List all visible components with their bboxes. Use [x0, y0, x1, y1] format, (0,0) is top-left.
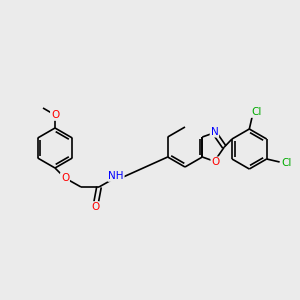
Text: O: O	[91, 202, 99, 212]
Text: O: O	[61, 173, 69, 183]
Text: N: N	[211, 127, 218, 137]
Text: O: O	[211, 157, 220, 167]
Text: O: O	[51, 110, 59, 120]
Text: Cl: Cl	[251, 107, 262, 117]
Text: NH: NH	[108, 171, 124, 181]
Text: Cl: Cl	[281, 158, 292, 168]
